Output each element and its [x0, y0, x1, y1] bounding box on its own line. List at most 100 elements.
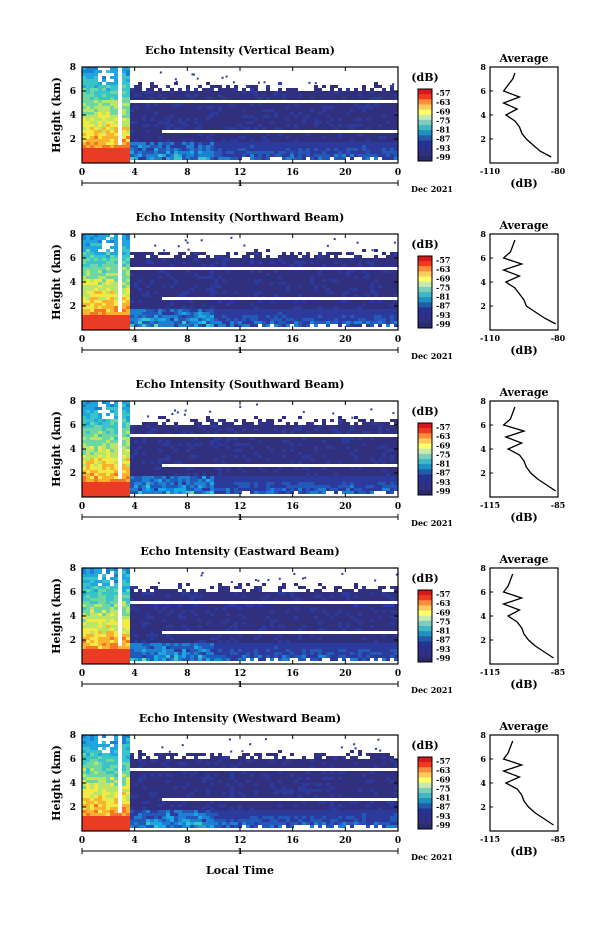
average-profile: Average 2 4 6 8 -115 -85 (dB): [480, 720, 565, 858]
profile-y-tick: 8: [480, 62, 486, 72]
profile-frame: [489, 567, 559, 665]
colorbar-unit: (dB): [411, 405, 438, 418]
colorbar-tick-label: -99: [436, 319, 451, 329]
average-title: Average: [498, 219, 548, 232]
x-tick-label: 0: [79, 669, 85, 679]
y-tick-label: 4: [70, 111, 76, 121]
x-tick-label: 8: [184, 836, 190, 846]
colorbar-tick-label: -99: [436, 152, 451, 162]
x-tick-label: 12: [234, 669, 247, 679]
colorbar-tick-label: -69: [436, 106, 451, 116]
y-tick-label: 8: [70, 230, 76, 240]
profile-frame: [489, 66, 559, 164]
heatmap-cells: [82, 735, 398, 831]
date-month-label: Dec 2021: [411, 518, 453, 528]
colorbar: [417, 422, 433, 496]
x-tick-label: 20: [339, 836, 352, 846]
colorbar-tick-label: -93: [436, 310, 451, 320]
panel-title: Echo Intensity (Eastward Beam): [140, 545, 339, 558]
y-axis-label: Height (km): [50, 244, 63, 320]
colorbar-unit: (dB): [411, 739, 438, 752]
x-tick-label: 4: [132, 502, 138, 512]
date-day-label: 1: [237, 178, 243, 188]
y-tick-label: 8: [70, 63, 76, 73]
colorbar-tick-label: -57: [436, 255, 450, 265]
average-title: Average: [498, 553, 548, 566]
date-day-label: 1: [237, 679, 243, 689]
x-tick-label: 0: [395, 502, 401, 512]
profile-line: [501, 740, 554, 826]
x-tick-label: 16: [286, 168, 299, 178]
colorbar: [417, 88, 433, 162]
profile-y-tick: 6: [480, 587, 486, 597]
colorbar-unit: (dB): [411, 572, 438, 585]
x-tick-label: 0: [395, 168, 401, 178]
colorbar-tick-label: -63: [436, 598, 451, 608]
panel-title: Echo Intensity (Westward Beam): [139, 712, 341, 725]
colorbar-tick-label: -57: [436, 88, 450, 98]
x-tick-label: 16: [286, 836, 299, 846]
colorbar-tick-label: -75: [436, 449, 450, 459]
x-tick-label: 8: [184, 168, 190, 178]
average-profile: Average 2 4 6 8 -110 -80 (dB): [480, 52, 566, 190]
colorbar-tick-label: -93: [436, 644, 451, 654]
profile-x-tick: -80: [551, 166, 566, 176]
x-tick-label: 16: [286, 502, 299, 512]
profile-x-tick: -115: [480, 834, 500, 844]
profile-line: [501, 72, 552, 158]
colorbar-tick-label: -81: [436, 793, 450, 803]
colorbar-tick-label: -69: [436, 774, 451, 784]
average-title: Average: [498, 52, 548, 65]
profile-y-tick: 2: [480, 301, 486, 311]
date-day-label: 1: [237, 345, 243, 355]
colorbar-tick-label: -75: [436, 616, 450, 626]
y-tick-label: 4: [70, 445, 76, 455]
profile-line: [501, 573, 554, 659]
date-day-label: 1: [237, 512, 243, 522]
profile-x-label: (dB): [510, 344, 537, 357]
colorbar-tick-label: -87: [436, 468, 450, 478]
colorbar-tick-label: -75: [436, 282, 450, 292]
panel-title: Echo Intensity (Vertical Beam): [145, 44, 335, 57]
y-tick-label: 6: [70, 421, 76, 431]
profile-y-tick: 4: [480, 110, 486, 120]
profile-x-tick: -85: [551, 667, 565, 677]
y-axis-label: Height (km): [50, 77, 63, 153]
heatmap-cells: [82, 568, 398, 664]
profile-y-tick: 8: [480, 229, 486, 239]
colorbar-tick-label: -93: [436, 143, 451, 153]
colorbar-tick-label: -57: [436, 589, 450, 599]
profile-y-tick: 8: [480, 730, 486, 740]
y-axis-label: Height (km): [50, 745, 63, 821]
profile-x-label: (dB): [510, 511, 537, 524]
profile-y-tick: 8: [480, 396, 486, 406]
colorbar-tick-label: -57: [436, 422, 450, 432]
profile-frame: [489, 233, 559, 331]
colorbar-tick-label: -57: [436, 756, 450, 766]
profile-frame: [489, 734, 559, 832]
profile-y-tick: 4: [480, 444, 486, 454]
colorbar: [417, 589, 433, 663]
average-profile: Average 2 4 6 8 -115 -85 (dB): [480, 386, 565, 524]
colorbar-tick-label: -75: [436, 115, 450, 125]
x-tick-label: 8: [184, 502, 190, 512]
colorbar-tick-label: -87: [436, 134, 450, 144]
x-tick-label: 12: [234, 168, 247, 178]
date-month-label: Dec 2021: [411, 184, 453, 194]
profile-x-label: (dB): [510, 177, 537, 190]
average-title: Average: [498, 720, 548, 733]
profile-y-tick: 6: [480, 420, 486, 430]
colorbar-tick-label: -81: [436, 125, 450, 135]
y-tick-label: 2: [70, 135, 76, 145]
colorbar-tick-label: -99: [436, 820, 451, 830]
x-axis-label: Local Time: [206, 864, 274, 877]
y-tick-label: 6: [70, 755, 76, 765]
colorbar-unit: (dB): [411, 238, 438, 251]
panel-title: Echo Intensity (Northward Beam): [136, 211, 345, 224]
profile-y-tick: 6: [480, 253, 486, 263]
x-tick-label: 4: [132, 836, 138, 846]
y-tick-label: 8: [70, 731, 76, 741]
profile-x-tick: -115: [480, 667, 500, 677]
x-tick-label: 0: [79, 836, 85, 846]
colorbar-tick-label: -63: [436, 431, 451, 441]
